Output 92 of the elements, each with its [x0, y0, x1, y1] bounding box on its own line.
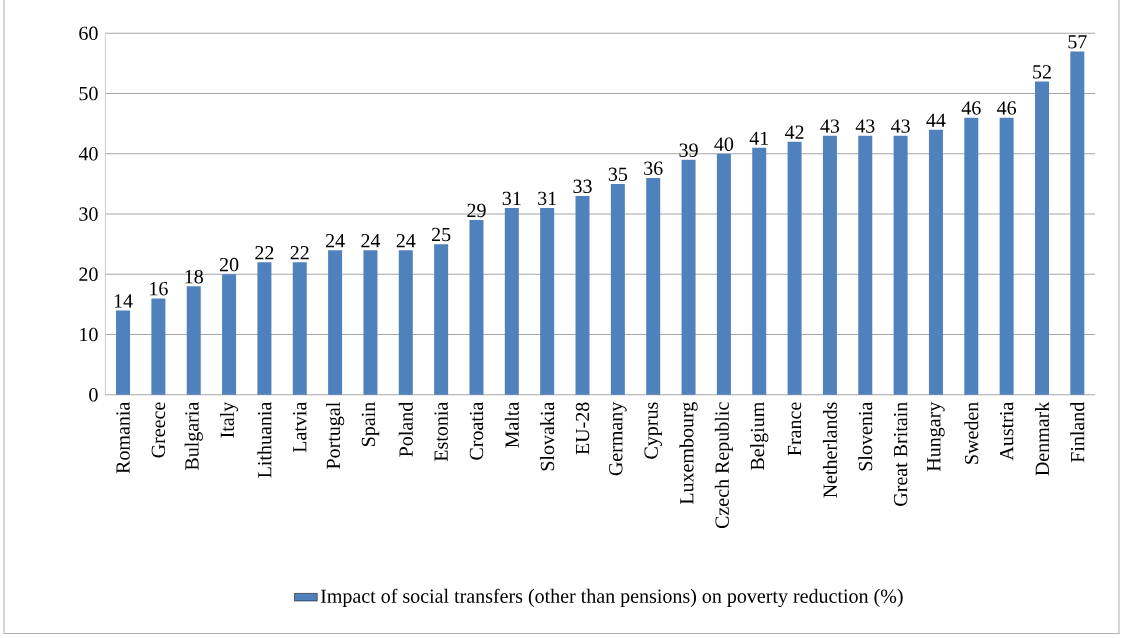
data-label: 43	[820, 119, 840, 134]
data-label: 20	[219, 258, 239, 272]
data-label: 41	[749, 131, 769, 146]
x-tick-label: Poland	[398, 402, 413, 457]
x-tick-label: Croatia	[469, 402, 484, 461]
bar	[540, 208, 555, 396]
bar	[257, 262, 272, 396]
bar	[504, 208, 519, 396]
x-tick-label: Austria	[999, 402, 1014, 461]
y-tick-label: 40	[78, 147, 98, 161]
x-tick-label: Luxembourg	[679, 402, 698, 505]
bar	[858, 135, 873, 396]
data-label: 43	[891, 119, 910, 134]
x-tick-label: Bulgaria	[184, 402, 203, 471]
bar	[575, 196, 590, 396]
bar	[398, 250, 413, 396]
data-label: 31	[502, 191, 521, 206]
y-tick-label: 50	[79, 87, 98, 101]
bar	[610, 184, 625, 396]
bar	[752, 148, 767, 396]
data-label: 42	[784, 125, 804, 140]
data-label: 18	[185, 270, 203, 284]
bar	[186, 286, 201, 396]
bar	[787, 142, 802, 396]
x-tick-label: Czech Republic	[714, 402, 733, 529]
x-tick-label: Estonia	[434, 402, 448, 462]
bar	[893, 135, 908, 396]
data-label: 44	[926, 113, 946, 128]
bar	[116, 310, 131, 396]
data-label: 22	[255, 246, 274, 260]
bar	[1070, 51, 1085, 396]
data-label: 52	[1033, 65, 1051, 79]
x-tick-label: EU-28	[575, 402, 590, 455]
x-tick-label: Italy	[219, 402, 239, 438]
data-label: 24	[361, 234, 381, 248]
data-label: 24	[396, 234, 416, 248]
bar	[434, 244, 449, 396]
bar	[681, 160, 696, 396]
data-label: 40	[714, 137, 734, 152]
x-tick-label: Finland	[1070, 402, 1085, 463]
bar	[964, 117, 979, 396]
x-tick-label: Slovakia	[540, 402, 555, 471]
x-tick-label: Cyprus	[644, 402, 662, 459]
x-tick-label: Denmark	[1034, 401, 1050, 476]
bar	[151, 298, 166, 396]
x-tick-label: France	[787, 402, 802, 456]
y-tick-label: 30	[79, 207, 98, 222]
data-label: 46	[997, 101, 1017, 115]
bar	[928, 129, 943, 396]
x-tick-label: Germany	[609, 402, 627, 476]
x-tick-label: Sweden	[964, 402, 979, 464]
x-tick-label: Malta	[504, 402, 519, 449]
data-label: 24	[325, 234, 345, 248]
x-tick-label: Portugal	[326, 402, 345, 470]
data-label: 31	[538, 191, 556, 206]
bar	[328, 250, 343, 396]
legend-label: Impact of social transfers (other than pensions) on poverty reduction (%)	[320, 588, 903, 608]
x-tick-label: Romania	[116, 402, 130, 474]
bar	[1034, 81, 1049, 396]
data-label: 29	[467, 203, 486, 218]
y-tick-label: 20	[79, 267, 98, 282]
x-tick-label: Great Britain	[893, 402, 908, 507]
x-tick-label: Slovenia	[858, 402, 873, 471]
bar	[646, 178, 661, 396]
x-tick-label: Latvia	[293, 402, 307, 453]
x-tick-label: Spain	[361, 402, 380, 447]
x-tick-label: Hungary	[927, 402, 945, 472]
x-tick-label: Lithuania	[257, 402, 272, 479]
bar	[292, 262, 307, 396]
x-tick-label: Netherlands	[822, 402, 837, 499]
data-label: 33	[573, 179, 592, 194]
bar	[363, 250, 378, 396]
data-label: 16	[150, 282, 168, 296]
data-label: 39	[679, 143, 698, 158]
y-tick-label: 0	[89, 388, 98, 402]
bar	[822, 135, 837, 396]
data-label: 57	[1068, 35, 1087, 49]
data-label: 43	[855, 119, 875, 134]
data-label: 35	[608, 167, 628, 182]
bar	[999, 117, 1014, 396]
x-tick-label: Greece	[151, 402, 166, 458]
bar	[222, 274, 237, 396]
bar	[716, 154, 731, 396]
data-label: 25	[432, 228, 451, 242]
data-label: 14	[114, 294, 133, 308]
bar	[469, 220, 484, 396]
x-tick-label: Belgium	[750, 402, 769, 471]
data-label: 22	[290, 246, 309, 260]
y-tick-label: 60	[79, 26, 98, 41]
data-label: 46	[961, 101, 981, 115]
y-tick-label: 10	[80, 328, 98, 342]
data-label: 36	[644, 161, 663, 176]
